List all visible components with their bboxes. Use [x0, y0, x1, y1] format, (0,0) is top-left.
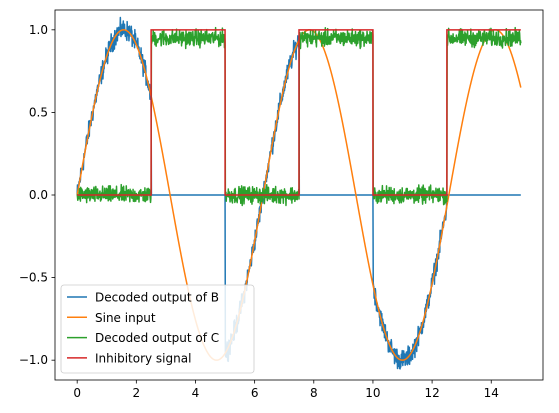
- y-tick-label: 0.5: [29, 105, 48, 119]
- axes: 0 2 4 6 8 10 12 14 −1.0 −0.5 0.0 0.5 1.0: [19, 9, 544, 400]
- x-tick-label: 14: [484, 386, 499, 400]
- x-tick-label: 10: [365, 386, 380, 400]
- y-tick-label: 1.0: [29, 23, 48, 37]
- legend-label: Decoded output of C: [95, 331, 219, 345]
- plot-area: [76, 16, 522, 370]
- x-tick-label: 6: [251, 386, 259, 400]
- legend-label: Inhibitory signal: [95, 351, 191, 365]
- legend-label: Decoded output of B: [95, 291, 219, 305]
- x-tick-label: 4: [192, 386, 200, 400]
- y-tick-label: 0.0: [29, 188, 48, 202]
- legend-box: [60, 284, 255, 374]
- legend: Decoded output of B Sine input Decoded out…: [60, 284, 255, 374]
- series-inhibitory-signal-line: [77, 29, 521, 196]
- x-tick-label: 8: [310, 386, 318, 400]
- x-tick-label: 2: [133, 386, 141, 400]
- x-tick-label: 0: [73, 386, 81, 400]
- y-tick-label: −0.5: [19, 271, 48, 285]
- x-tick-label: 12: [424, 386, 439, 400]
- legend-label: Sine input: [95, 311, 156, 325]
- y-tick-label: −1.0: [19, 353, 48, 367]
